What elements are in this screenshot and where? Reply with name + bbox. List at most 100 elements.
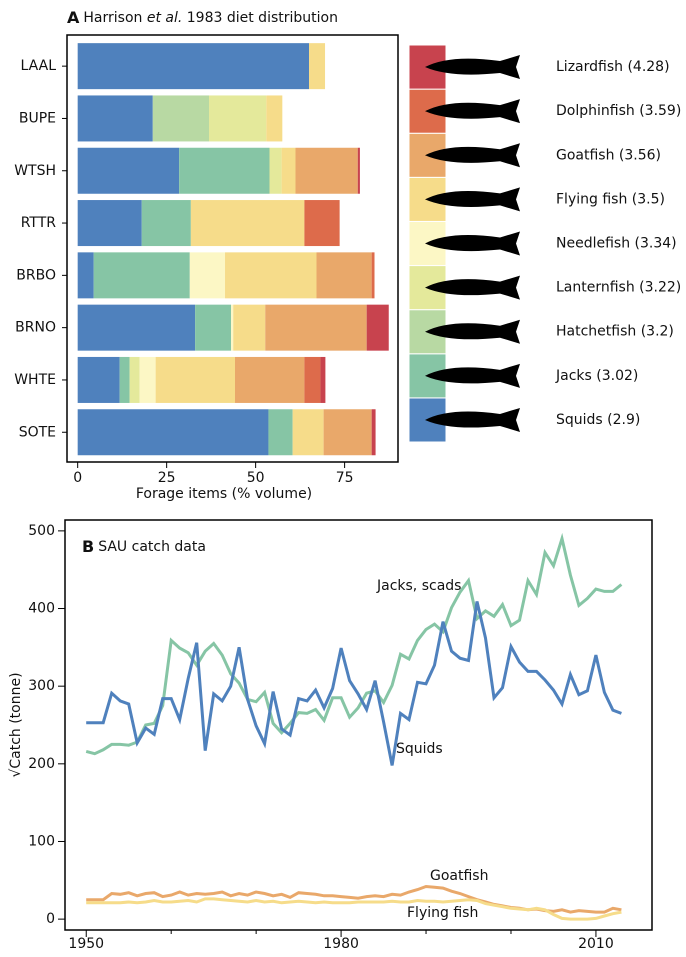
bar-segment	[77, 252, 94, 299]
bar-segment	[233, 304, 266, 351]
series-line	[86, 897, 622, 921]
legend-label: Dolphinfish (3.59)	[556, 103, 681, 119]
bar-segment	[139, 356, 156, 403]
bar-segment	[155, 356, 235, 403]
title-part: SAU catch data	[98, 539, 206, 555]
x-tick-label: 2010	[578, 936, 614, 952]
bar-segment	[304, 200, 340, 247]
fish-icon	[425, 99, 520, 124]
bar-segment	[77, 147, 180, 194]
y-tick-label: BRBO	[16, 267, 56, 283]
bar-segment	[231, 304, 234, 351]
series-line	[85, 532, 623, 756]
y-tick-label: 300	[28, 678, 55, 694]
fish-icon	[425, 231, 520, 256]
bar-segment	[225, 252, 317, 299]
x-tick-label: 1950	[68, 936, 104, 952]
bar-segment	[292, 409, 324, 456]
title-part: et al.	[147, 10, 182, 26]
bar-segment	[357, 147, 360, 194]
fish-icon	[425, 407, 520, 432]
bar-segment	[266, 95, 283, 142]
fish-icon	[425, 319, 520, 344]
bar-segment	[320, 356, 326, 403]
bar-segment	[119, 356, 130, 403]
title-part: 1983 diet distribution	[182, 10, 338, 26]
bar-segment	[77, 304, 196, 351]
y-tick-label: RTTR	[21, 215, 57, 231]
y-tick-label: WTSH	[14, 163, 56, 179]
bar-segment	[93, 252, 190, 299]
legend-label: Goatfish (3.56)	[556, 147, 661, 163]
y-tick-label: 200	[28, 756, 55, 772]
bar-segment	[268, 409, 293, 456]
panel-b-frame	[64, 519, 653, 931]
bar-segment	[295, 147, 358, 194]
bar-segment	[371, 252, 375, 299]
panel-label: B	[82, 537, 94, 556]
panel-a-title: A Harrison et al. 1983 diet distribution	[67, 8, 338, 27]
bar-segment	[209, 95, 267, 142]
fish-icon	[425, 187, 520, 212]
x-tick-label: 0	[73, 470, 82, 486]
bar-segment	[265, 304, 367, 351]
fish-icon	[425, 143, 520, 168]
title-part: Harrison	[83, 10, 146, 26]
panel-a-frame	[66, 34, 399, 463]
y-tick-label: LAAL	[21, 58, 57, 74]
bar-segment	[316, 252, 372, 299]
y-tick-label: BUPE	[19, 110, 56, 126]
y-tick-label: 0	[46, 911, 55, 927]
legend-label: Lanternfish (3.22)	[556, 280, 681, 296]
series-line	[86, 601, 622, 766]
x-tick-label: 1980	[323, 936, 359, 952]
bar-segment	[309, 43, 326, 90]
x-tick-label: 50	[247, 470, 265, 486]
bar-segment	[234, 356, 305, 403]
fish-icon	[425, 363, 520, 388]
bar-segment	[77, 356, 120, 403]
bar-segment	[179, 147, 270, 194]
x-tick-label: 25	[158, 470, 176, 486]
bar-segment	[141, 200, 191, 247]
panel-label: A	[67, 8, 80, 27]
fish-icon	[425, 55, 520, 80]
series-label: Goatfish	[430, 868, 488, 884]
legend-label: Squids (2.9)	[556, 412, 640, 428]
y-axis-label: √Catch (tonne)	[8, 672, 24, 777]
fish-icon	[425, 275, 520, 300]
bar-segment	[269, 147, 282, 194]
bar-segment	[323, 409, 372, 456]
bar-segment	[371, 409, 376, 456]
bar-segment	[77, 43, 310, 90]
bar-segment	[195, 304, 232, 351]
legend-label: Needlefish (3.34)	[556, 236, 677, 252]
series-label: Flying fish	[407, 905, 478, 921]
legend-label: Jacks (3.02)	[555, 368, 638, 384]
bar-segment	[77, 95, 153, 142]
series-label: Jacks, scads	[376, 578, 461, 594]
series-label: Squids	[396, 741, 443, 757]
y-tick-label: 500	[28, 523, 55, 539]
x-axis-label: Forage items (% volume)	[136, 486, 312, 502]
bar-segment	[190, 200, 305, 247]
bar-segment	[152, 95, 210, 142]
bar-segment	[189, 252, 226, 299]
y-tick-label: SOTE	[19, 424, 56, 440]
y-tick-label: WHTE	[14, 372, 56, 388]
bar-segment	[366, 304, 389, 351]
bar-segment	[77, 409, 269, 456]
x-tick-label: 75	[336, 470, 354, 486]
bar-segment	[304, 356, 321, 403]
y-tick-label: BRNO	[15, 320, 56, 336]
panel-b-title: B SAU catch data	[82, 537, 206, 556]
bar-segment	[129, 356, 140, 403]
y-tick-label: 400	[28, 601, 55, 617]
legend-label: Lizardfish (4.28)	[556, 59, 670, 75]
bar-segment	[281, 147, 296, 194]
bar-segment	[77, 200, 142, 247]
y-tick-label: 100	[28, 833, 55, 849]
legend-label: Hatchetfish (3.2)	[556, 324, 674, 340]
legend-label: Flying fish (3.5)	[556, 191, 665, 207]
